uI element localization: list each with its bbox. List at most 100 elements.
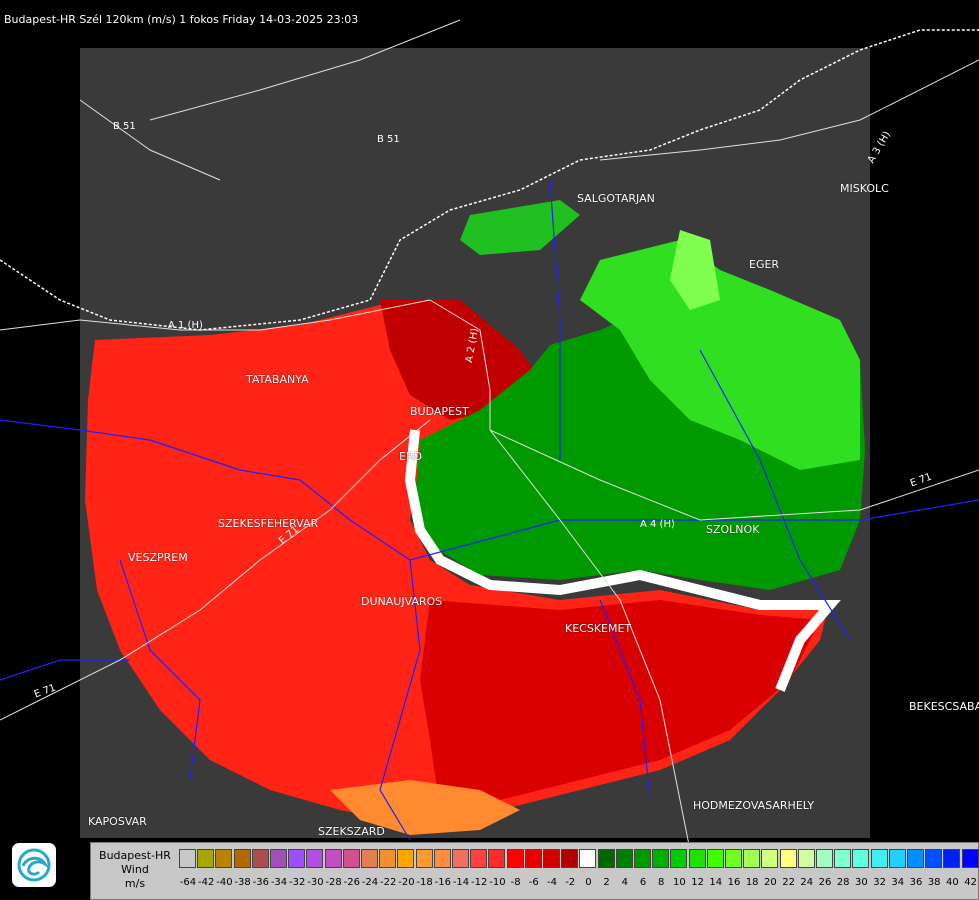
legend-tick-label: 24 [800, 877, 814, 888]
road-label: A 4 (H) [640, 519, 675, 530]
city-label: MISKOLC [840, 182, 889, 195]
legend-swatch [415, 849, 433, 868]
legend-swatch [324, 849, 342, 868]
legend-variable: Wind [121, 863, 149, 876]
legend-tick-label: 0 [585, 877, 592, 888]
legend-swatch [452, 849, 469, 868]
legend-swatch [943, 849, 961, 868]
legend-tick-label: -26 [343, 877, 360, 888]
city-label: KECSKEMET [565, 622, 632, 635]
legend-tick-label: -6 [528, 877, 539, 888]
legend-swatch [470, 849, 488, 868]
legend-swatch [561, 849, 579, 868]
city-label: VESZPREM [128, 551, 188, 564]
legend-station: Budapest-HR [99, 849, 171, 862]
city-label: SZEKSZARD [318, 825, 385, 838]
legend-swatch [397, 849, 415, 868]
wind-lightgreen-region [580, 240, 860, 470]
city-label: BEKESCSABA [909, 700, 979, 713]
legend-tick-label: 20 [764, 877, 777, 888]
road-label: A 1 (H) [168, 320, 203, 331]
color-legend: Budapest-HR Wind m/s -64 -42 -40 -38 -36 -34-… [90, 842, 979, 900]
legend-swatch [597, 849, 615, 868]
legend-swatch [543, 849, 560, 868]
legend-swatch [270, 849, 287, 868]
legend-swatch [852, 849, 870, 868]
city-label: DUNAUJVAROS [361, 595, 443, 608]
legend-tick-label: 36 [909, 877, 923, 888]
legend-tick-label: -24 [361, 877, 379, 888]
legend-tick-label: -32 [289, 877, 306, 888]
city-label: SZEKESFEHERVAR [218, 517, 319, 530]
legend-tick-label: 6 [639, 877, 647, 888]
legend-tick-label: 26 [818, 877, 832, 888]
legend-tick-label: -22 [380, 877, 397, 888]
legend-tick-label: 22 [782, 877, 795, 888]
legend-swatch [961, 849, 979, 868]
wind-darkred-north [380, 300, 540, 420]
legend-swatch [761, 849, 779, 868]
legend-tick-label: 30 [855, 877, 868, 888]
logo-icon [12, 843, 56, 887]
legend-swatch [779, 849, 797, 868]
legend-tick-label: -18 [416, 877, 433, 888]
legend-unit: m/s [124, 877, 146, 890]
legend-swatch [524, 849, 542, 868]
road-label: B 51 [113, 121, 136, 132]
legend-swatch [379, 849, 397, 868]
legend-tick-label: -14 [452, 877, 470, 888]
legend-tick-label: 16 [727, 877, 741, 888]
legend-tick-label: -4 [547, 877, 557, 888]
legend-tick-label: -2 [565, 877, 576, 888]
legend-tick-label: -40 [216, 877, 233, 888]
city-label: HODMEZOVASARHELY [693, 799, 815, 812]
legend-tick-label: -36 [252, 877, 269, 888]
legend-tick-label: 32 [873, 877, 886, 888]
zero-line [404, 429, 841, 692]
legend-swatch [506, 849, 524, 868]
roads-lines [0, 19, 979, 900]
legend-swatch [179, 849, 196, 868]
legend-swatch [306, 849, 324, 868]
wind-darkred-region [420, 600, 820, 810]
legend-swatch [488, 849, 506, 868]
legend-tick-label: -64 [179, 877, 197, 888]
legend-title: Budapest-HR Wind m/s [91, 843, 179, 899]
legend-swatch [361, 849, 378, 868]
legend-tick-label: 28 [836, 877, 850, 888]
legend-tick-label: 42 [964, 877, 977, 888]
legend-swatch [688, 849, 706, 868]
legend-swatch [670, 849, 688, 868]
legend-swatch [288, 849, 306, 868]
legend-swatch [797, 849, 815, 868]
legend-tick-label: -20 [398, 877, 415, 888]
legend-swatch [433, 849, 451, 868]
legend-swatch [816, 849, 833, 868]
legend-tick-label: 14 [709, 877, 723, 888]
legend-swatch [834, 849, 852, 868]
wind-green-north [460, 200, 580, 255]
legend-tick-label: 40 [946, 877, 959, 888]
city-label: KAPOSVAR [88, 815, 147, 828]
legend-tick-label: 8 [658, 877, 665, 888]
legend-tick-label: 4 [621, 877, 628, 888]
legend-swatch [342, 849, 360, 868]
legend-swatch [888, 849, 906, 868]
legend-swatch [197, 849, 215, 868]
legend-swatch [870, 849, 888, 868]
city-label: EGER [749, 258, 780, 271]
legend-tick-label: -30 [307, 877, 324, 888]
legend-tick-label: -12 [471, 877, 488, 888]
legend-swatch [215, 849, 233, 868]
legend-swatch [725, 849, 742, 868]
legend-tick-label: -10 [489, 877, 506, 888]
wind-paler-green [670, 230, 720, 310]
legend-swatch [634, 849, 651, 868]
city-label: BUDAPEST [410, 405, 469, 418]
road-label: B 51 [377, 134, 400, 145]
legend-swatch [652, 849, 670, 868]
legend-swatch [925, 849, 943, 868]
legend-swatch [233, 849, 251, 868]
city-label: SZOLNOK [706, 523, 760, 536]
legend-swatch [907, 849, 924, 868]
